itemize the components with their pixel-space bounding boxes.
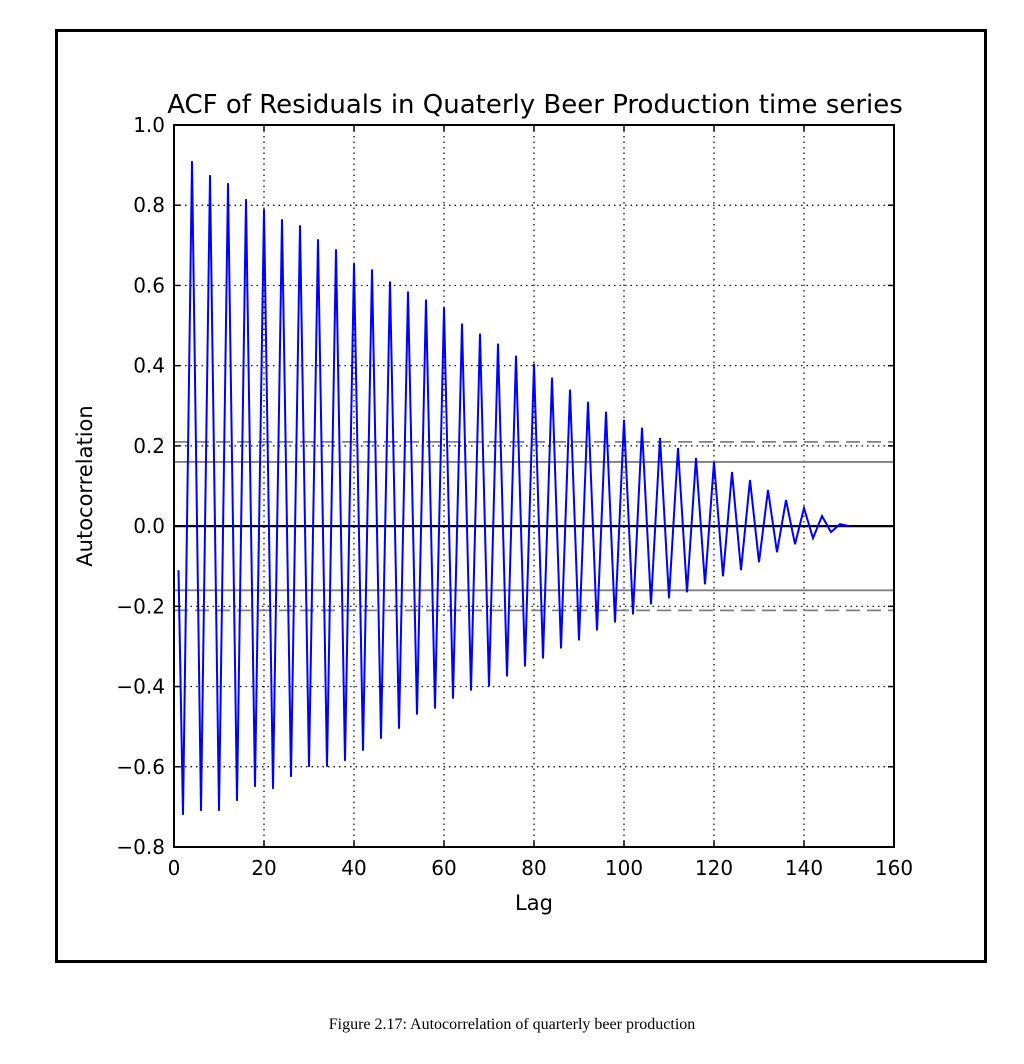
y-tick-label: 0.0 (133, 514, 165, 538)
y-tick-label: −0.8 (116, 835, 165, 859)
y-tick-label: −0.4 (116, 675, 165, 699)
x-tick-label: 0 (168, 856, 181, 880)
series-layer (177, 161, 850, 815)
x-tick-label: 140 (785, 856, 823, 880)
x-tick-label: 100 (605, 856, 643, 880)
x-tick-label: 40 (341, 856, 366, 880)
y-tick-label: 0.6 (133, 273, 165, 297)
figure-caption: Figure 2.17: Autocorrelation of quarterl… (328, 1016, 696, 1033)
acf-chart: ACF of Residuals in Quaterly Beer Produc… (73, 90, 913, 915)
x-axis-label: Lag (515, 891, 553, 915)
acf-series-line (177, 161, 850, 815)
y-axis-label: Autocorrelation (73, 405, 97, 566)
x-tick-label: 120 (695, 856, 733, 880)
figure-frame (55, 29, 987, 963)
y-tick-label: −0.6 (116, 755, 165, 779)
chart-title: ACF of Residuals in Quaterly Beer Produc… (167, 90, 903, 120)
y-tick-label: −0.2 (116, 594, 165, 618)
x-tick-label: 20 (251, 856, 276, 880)
y-tick-label: 0.8 (133, 193, 165, 217)
x-tick-label: 60 (431, 856, 456, 880)
y-tick-label: 0.4 (133, 354, 165, 378)
x-tick-label: 80 (521, 856, 546, 880)
axis-ticks: 0 20 40 60 80 100 120 140 160 −0.8 −0.6 −0.4 −0.2 0.0… (116, 113, 913, 880)
y-tick-label: 0.2 (133, 434, 165, 458)
y-tick-label: 1.0 (133, 113, 165, 137)
x-tick-label: 160 (875, 856, 913, 880)
